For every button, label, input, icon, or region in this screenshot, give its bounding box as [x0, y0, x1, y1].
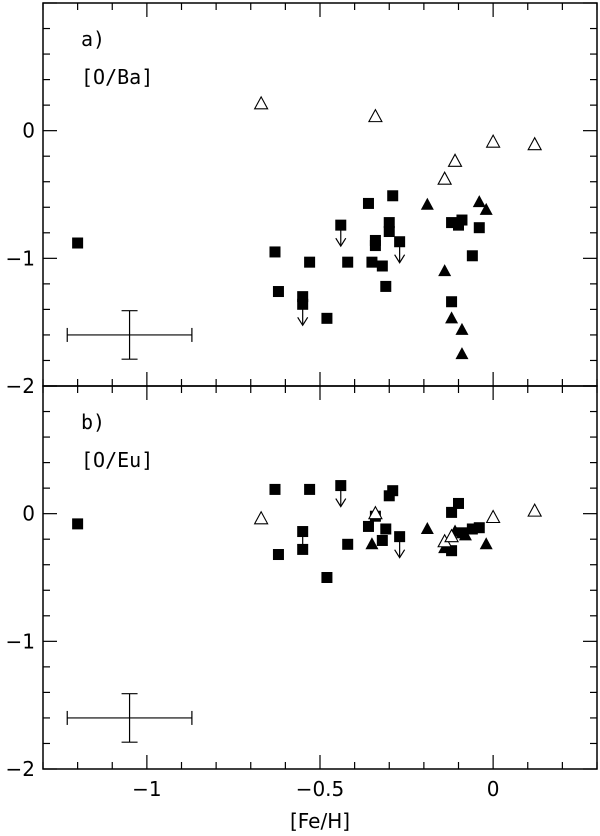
- upper-limit-arrow-head: [297, 316, 309, 327]
- filled-triangle-point: [455, 347, 469, 360]
- open-triangle-point: [485, 134, 501, 148]
- filled-square-point: [376, 534, 388, 546]
- filled-square-point: [297, 543, 309, 555]
- filled-square-point: [376, 260, 388, 272]
- filled-square-point: [453, 497, 464, 509]
- x-tick-label: −0.5: [296, 777, 345, 801]
- filled-square-point: [297, 291, 309, 303]
- open-triangle-point: [367, 108, 383, 123]
- filled-triangle-point: [445, 311, 459, 324]
- filled-square-point: [335, 219, 347, 231]
- filled-square-point: [387, 190, 399, 202]
- filled-square-point: [321, 312, 333, 324]
- upper-limit-arrow-head: [335, 237, 347, 248]
- filled-square-point: [380, 523, 392, 535]
- open-triangle-point: [444, 528, 459, 543]
- filled-square-point: [466, 250, 478, 262]
- y-tick-label: −1: [6, 246, 35, 270]
- open-triangle-point: [367, 505, 383, 520]
- x-tick-label: 0: [487, 777, 500, 801]
- filled-square-point: [304, 483, 316, 495]
- filled-triangle-point: [458, 528, 472, 541]
- panel-b-ylabel: [O/Eu]: [81, 448, 153, 472]
- filled-square-point: [369, 234, 381, 246]
- ticks-layer: −2 −1 0 −2 −1 0 −1 −0.5 0: [6, 2, 598, 801]
- filled-square-point: [383, 217, 395, 229]
- filled-square-point: [362, 197, 374, 209]
- filled-square-point: [72, 237, 84, 249]
- filled-square-point: [394, 236, 406, 248]
- panel-a-ylabel: [O/Ba]: [81, 65, 153, 89]
- x-tick-label: −1: [132, 777, 161, 801]
- filled-square-point: [342, 538, 354, 550]
- filled-square-point: [272, 286, 284, 298]
- panel-a-frame: [42, 2, 598, 387]
- open-triangle-point: [447, 153, 463, 167]
- filled-triangle-point: [479, 537, 493, 550]
- open-triangle-point: [485, 509, 501, 524]
- filled-triangle-point: [365, 537, 379, 550]
- y-tick-label: −1: [6, 629, 35, 653]
- x-axis-title: [Fe/H]: [290, 809, 350, 833]
- filled-square-point: [383, 226, 395, 238]
- filled-square-point: [72, 518, 84, 530]
- marks-layer: [66, 95, 543, 743]
- filled-square-point: [297, 298, 309, 310]
- filled-triangle-point: [420, 197, 434, 210]
- filled-square-point: [466, 523, 478, 535]
- filled-square-point: [304, 256, 316, 268]
- y-tick-label: −2: [6, 757, 35, 781]
- y-tick-label: −2: [6, 374, 35, 398]
- filled-square-point: [297, 526, 309, 538]
- y-tick-label: 0: [22, 502, 35, 526]
- filled-square-point: [456, 527, 468, 539]
- filled-triangle-point: [438, 264, 452, 277]
- filled-square-point: [387, 485, 399, 497]
- open-triangle-point: [253, 510, 269, 525]
- filled-square-point: [321, 572, 333, 583]
- filled-triangle-point: [472, 195, 486, 208]
- filled-square-point: [446, 545, 458, 557]
- upper-limit-arrow-head: [394, 254, 406, 264]
- filled-square-point: [366, 256, 378, 268]
- filled-square-point: [394, 531, 406, 543]
- filled-square-point: [362, 520, 374, 532]
- upper-limit-arrow-head: [335, 498, 347, 508]
- open-triangle-point: [527, 502, 543, 517]
- panel-b-frame: [42, 385, 598, 770]
- filled-square-point: [342, 256, 354, 268]
- panel-a-label: a): [81, 27, 105, 51]
- filled-square-point: [269, 246, 281, 258]
- filled-square-point: [335, 480, 347, 492]
- filled-square-point: [473, 522, 485, 534]
- filled-triangle-point: [479, 202, 493, 215]
- open-triangle-point: [253, 95, 269, 110]
- open-triangle-point: [527, 136, 543, 151]
- filled-square-point: [272, 549, 284, 561]
- filled-square-point: [380, 280, 392, 292]
- filled-square-point: [446, 296, 458, 308]
- filled-triangle-point: [455, 322, 469, 335]
- filled-square-point: [269, 483, 281, 495]
- filled-square-point: [446, 217, 458, 229]
- panel-b-label: b): [81, 410, 105, 434]
- filled-square-point: [456, 214, 468, 226]
- upper-limit-arrow-head: [394, 549, 406, 559]
- open-triangle-point: [437, 171, 453, 185]
- filled-square-point: [473, 222, 485, 234]
- filled-triangle-point: [420, 521, 434, 534]
- y-tick-label: 0: [22, 119, 35, 143]
- filled-square-point: [446, 506, 458, 518]
